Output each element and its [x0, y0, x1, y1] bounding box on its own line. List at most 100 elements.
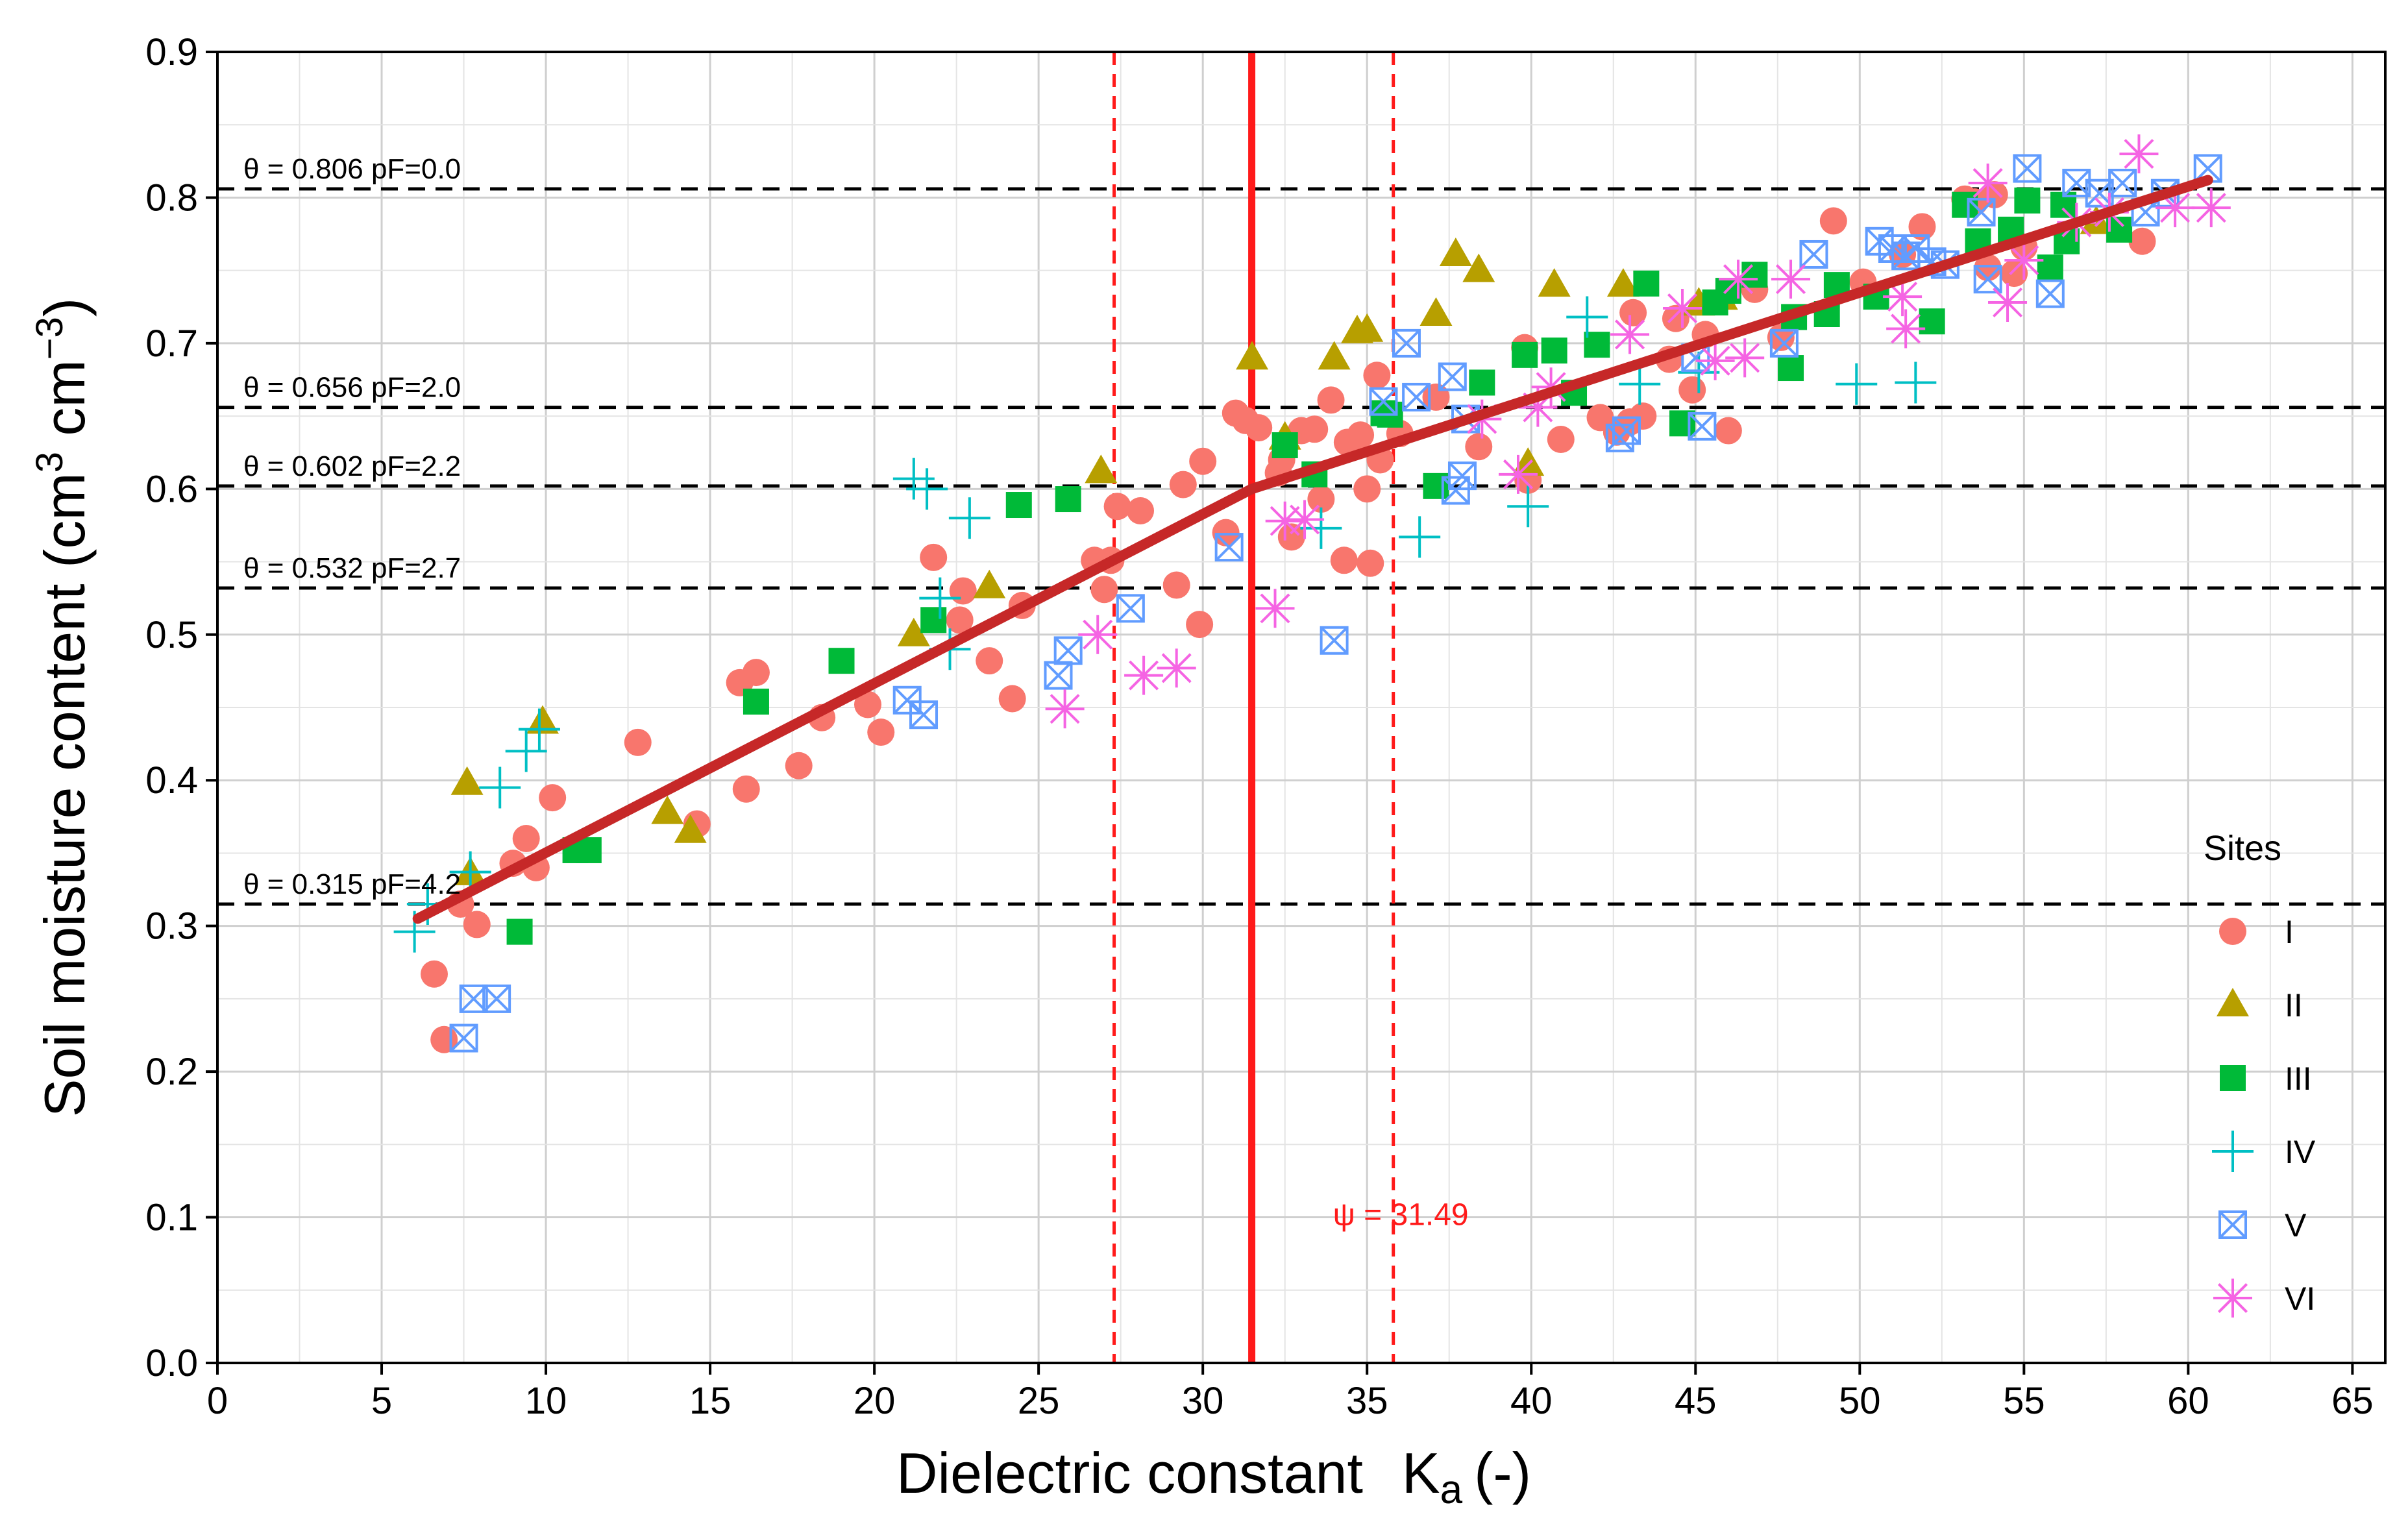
marker-shape [2009, 245, 2039, 275]
marker-shape [2014, 187, 2041, 214]
marker-shape [1402, 383, 1431, 411]
fit-line-layer [412, 175, 2213, 924]
data-point [973, 569, 1006, 598]
marker-shape [1547, 426, 1575, 454]
marker-shape [575, 837, 602, 863]
y-tick-label: 0.2 [145, 1051, 198, 1093]
breakpoint-label: ψ = 31.49 [1333, 1198, 1469, 1233]
marker-shape [1678, 376, 1706, 404]
data-point [1507, 485, 1549, 528]
marker-shape [2160, 193, 2191, 223]
data-point [1439, 237, 1472, 266]
legend-key [2219, 918, 2246, 945]
x-tick-label: 25 [1018, 1380, 1060, 1422]
marker-shape [506, 918, 533, 945]
data-point [1085, 454, 1118, 484]
marker-shape [2035, 279, 2065, 308]
data-point [1771, 260, 1811, 299]
marker-shape [1447, 461, 1477, 491]
marker-shape [2194, 154, 2222, 182]
data-point [1836, 363, 1878, 405]
data-point [1719, 260, 1758, 299]
legend-label: IV [2285, 1134, 2316, 1170]
legend-entry-II: II [2217, 987, 2303, 1024]
marker-shape [2062, 169, 2091, 197]
x-tick-label: 65 [2331, 1380, 2374, 1422]
marker-shape [892, 685, 922, 715]
data-point [1973, 265, 2002, 294]
marker-shape [1776, 264, 1806, 295]
marker-shape [1688, 411, 1717, 441]
data-point [1606, 268, 1640, 297]
marker-shape [2000, 260, 2028, 288]
data-point [1799, 239, 1828, 269]
data-point [998, 685, 1026, 713]
data-point [1566, 296, 1608, 338]
data-point [2004, 240, 2044, 280]
data-point [1619, 299, 1647, 326]
data-point [1908, 213, 1936, 241]
data-point [1212, 519, 1240, 546]
legend-key [2212, 1131, 2254, 1172]
data-point [897, 617, 930, 646]
reference-line-label: θ = 0.315 pF=4.2 [243, 868, 461, 900]
data-point [1301, 415, 1329, 443]
data-point [1045, 689, 1085, 729]
marker-shape [1967, 197, 1996, 227]
data-point [1886, 309, 1926, 349]
data-point [1919, 308, 1945, 335]
marker-shape [785, 752, 813, 779]
data-point [512, 825, 540, 852]
data-point [1968, 164, 2008, 202]
marker-shape [1351, 313, 1384, 342]
marker-shape [1723, 264, 1754, 295]
x-tick-label: 20 [854, 1380, 896, 1422]
data-point [526, 705, 559, 734]
data-point [482, 984, 511, 1013]
marker-shape [1619, 299, 1647, 326]
data-point [1438, 362, 1467, 391]
marker-shape [460, 985, 488, 1013]
marker-shape [1512, 447, 1545, 476]
marker-shape [1402, 382, 1431, 411]
marker-shape [1974, 265, 2002, 293]
marker-shape [2037, 254, 2063, 281]
data-point [1127, 497, 1155, 524]
reference-line-label: θ = 0.656 pF=2.0 [243, 372, 461, 404]
data-point [1392, 328, 1421, 358]
x-tick-label: 45 [1675, 1380, 1717, 1422]
marker-shape [463, 911, 491, 938]
marker-shape [1272, 432, 1298, 458]
marker-shape [2196, 193, 2226, 223]
marker-shape [1301, 415, 1329, 443]
marker-shape [1392, 329, 1421, 358]
data-point [1055, 486, 1081, 513]
data-point [1162, 571, 1190, 599]
marker-shape [1347, 421, 1375, 449]
marker-shape [2013, 154, 2041, 182]
data-point [463, 911, 491, 938]
legend-label: II [2285, 987, 2303, 1024]
data-point [459, 984, 488, 1013]
data-point [2037, 254, 2063, 281]
data-point [1678, 376, 1706, 404]
marker-shape [1162, 571, 1190, 599]
data-point [624, 728, 652, 756]
marker-shape [421, 960, 448, 988]
data-point [1265, 501, 1305, 541]
data-point [2108, 169, 2137, 197]
data-point [949, 577, 977, 605]
annotation-labels: θ = 0.806 pF=0.0 θ = 0.656 pF=2.0 θ = 0.60… [243, 153, 1469, 1233]
marker-shape [897, 617, 930, 646]
marker-shape [1392, 328, 1421, 358]
marker-shape [1357, 549, 1384, 577]
marker-shape [1778, 355, 1804, 382]
x-tick-label: 15 [689, 1380, 731, 1422]
marker-shape [1442, 476, 1470, 504]
marker-shape [1129, 660, 1159, 691]
data-point [946, 606, 974, 634]
data-point [1725, 338, 1765, 378]
x-tick-label: 60 [2167, 1380, 2209, 1422]
